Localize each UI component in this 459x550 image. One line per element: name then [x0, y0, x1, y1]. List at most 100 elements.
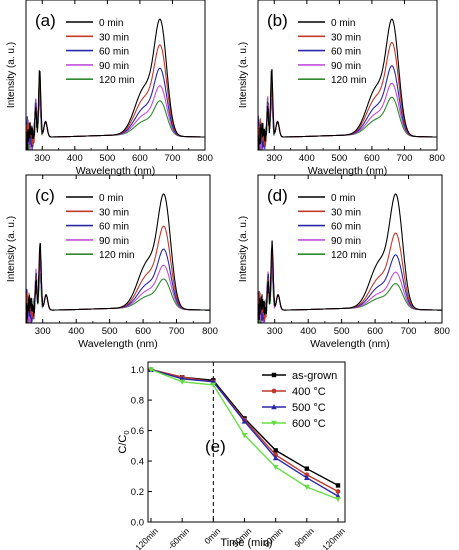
spectrum-panel-2: 300 400 500 600 700 800 Wavelength (nm) Intensi…: [238, 0, 445, 177]
legend-label: 60 min: [99, 222, 129, 233]
plot-frame: [257, 0, 438, 151]
x-axis-label: Time (min): [220, 537, 272, 549]
legend-marker: [271, 372, 277, 378]
x-tick-label: -60min: [166, 526, 192, 550]
legend-label: 120 min: [99, 75, 135, 86]
y-axis-label: Intensity (a. u.): [238, 216, 249, 282]
x-tick-label: 500: [334, 326, 350, 337]
x-tick-label: 500: [99, 153, 115, 164]
series-line-0-min: [258, 18, 437, 150]
y-tick-label: 0.8: [131, 396, 144, 407]
legend-label: 90 min: [331, 236, 361, 247]
x-tick-label: 700: [397, 153, 413, 164]
legend-label: 120 min: [99, 250, 135, 261]
legend-label: 30 min: [331, 207, 361, 218]
y-tick-label: 0.6: [131, 426, 144, 437]
y-axis-label-subscript: 0: [122, 430, 131, 434]
data-point: [272, 464, 279, 471]
legend-label: 60 min: [331, 222, 361, 233]
kinetics-panel: 0.00.20.40.60.81.0-120min -60min 0min 30min…: [117, 361, 347, 550]
legend-label: 90 min: [331, 61, 361, 72]
x-tick-label: 400: [67, 153, 83, 164]
series-line-60-min: [258, 254, 442, 323]
x-tick-label: 800: [202, 326, 218, 337]
data-point: [210, 382, 217, 388]
spectrum-panel-3: 300 400 500 600 700 800 Wavelength (nm) Intensi…: [6, 174, 218, 350]
x-axis-label: Wavelength (nm): [76, 165, 156, 177]
x-tick-label: 400: [300, 326, 316, 337]
legend-label: 30 min: [99, 207, 129, 218]
y-tick-label: 0.2: [131, 487, 144, 498]
data-point: [304, 466, 310, 471]
legend-label: 0 min: [331, 18, 355, 29]
x-tick-label: 700: [165, 153, 181, 164]
x-tick-label: 700: [401, 326, 417, 337]
y-axis-label: C/C0: [117, 430, 131, 453]
x-tick-label: 300: [267, 326, 283, 337]
x-tick-label: 300: [34, 153, 50, 164]
series-line-0-min: [258, 193, 442, 321]
legend-label: as-grown: [292, 370, 337, 382]
spectrum-panel-1: 300 400 500 600 700 800 Wavelength (nm) Intensi…: [6, 0, 213, 177]
x-tick-label: 300: [266, 153, 282, 164]
legend-label: 600 °C: [292, 418, 326, 430]
spectrum-panel-4: 300 400 500 600 700 800 Wavelength (nm) Intensi…: [238, 174, 450, 350]
series-line-120-min: [258, 96, 437, 150]
series-line-0-min: [26, 193, 210, 323]
legend-label: 90 min: [99, 236, 129, 247]
series-line-90-min: [258, 264, 442, 323]
legend-label: 120 min: [331, 75, 367, 86]
data-point: [241, 418, 248, 424]
x-axis-label: Wavelength (nm): [308, 165, 388, 177]
x-tick-label: 600: [367, 326, 383, 337]
x-tick-label: 800: [429, 153, 445, 164]
data-point: [272, 455, 279, 461]
legend-label: 30 min: [331, 32, 361, 43]
legend-label: 500 °C: [292, 402, 326, 414]
y-axis-label: Intensity (a. u.): [238, 42, 249, 108]
series-line-30-min: [258, 41, 437, 148]
x-axis-label: Wavelength (nm): [78, 338, 158, 350]
legend-label: 0 min: [99, 18, 123, 29]
x-tick-label: 0min: [202, 526, 222, 546]
x-tick-label: 500: [331, 153, 347, 164]
panel-label: (b): [267, 11, 288, 30]
x-tick-label: 800: [197, 153, 213, 164]
series-line-120-min: [26, 272, 210, 323]
x-tick-label: 700: [169, 326, 185, 337]
series-line-120-min: [258, 271, 442, 323]
panel-label: (c): [35, 186, 55, 205]
plot-frame: [257, 174, 443, 324]
data-point: [335, 489, 341, 494]
x-tick-label: 600: [364, 153, 380, 164]
data-point: [273, 448, 278, 453]
panel-label: (a): [35, 11, 56, 30]
panel-label: (e): [205, 437, 226, 456]
data-point: [241, 432, 248, 439]
legend-label: 120 min: [331, 250, 367, 261]
legend-marker: [271, 420, 277, 426]
legend-label: 0 min: [331, 193, 355, 204]
data-point: [304, 484, 310, 490]
plot-frame: [25, 174, 211, 324]
x-tick-label: 400: [68, 326, 84, 337]
plot-frame: [25, 0, 206, 151]
legend-label: 30 min: [99, 32, 129, 43]
series-line-0-min: [26, 18, 205, 150]
legend-label: 90 min: [99, 61, 129, 72]
x-tick-label: -120min: [131, 526, 160, 550]
x-axis-label: Wavelength (nm): [310, 338, 390, 350]
legend-marker: [271, 388, 277, 394]
legend-label: 60 min: [331, 47, 361, 58]
x-tick-label: 400: [299, 153, 315, 164]
x-tick-label: 600: [135, 326, 151, 337]
legend-label: 0 min: [99, 193, 123, 204]
panel-label: (d): [267, 186, 288, 205]
y-tick-label: 0.4: [131, 457, 144, 468]
x-tick-label: 120min: [320, 526, 347, 550]
series-line-90-min: [26, 85, 205, 150]
data-point: [148, 367, 154, 373]
legend-label: 400 °C: [292, 386, 326, 398]
x-tick-label: 800: [434, 326, 450, 337]
